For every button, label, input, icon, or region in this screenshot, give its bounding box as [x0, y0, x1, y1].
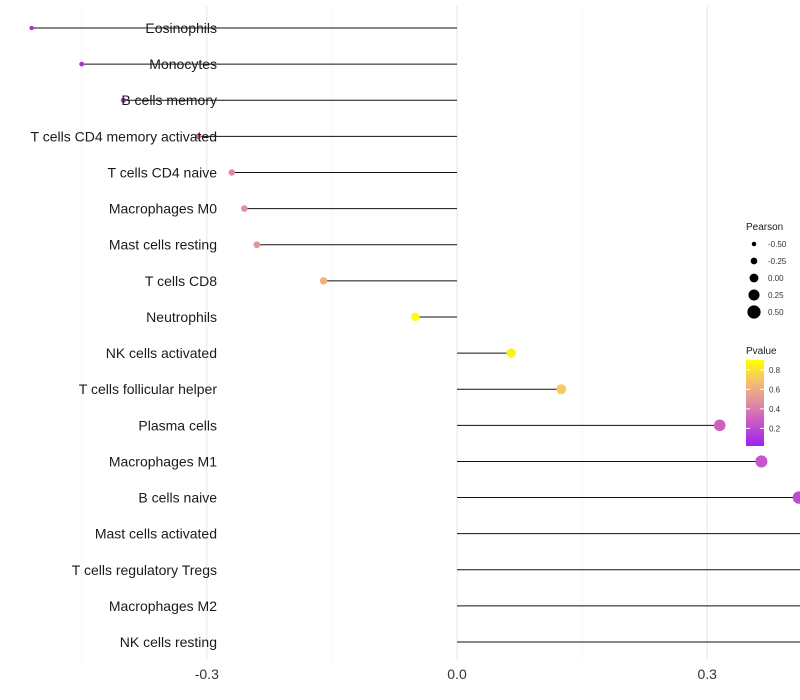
- pearson-legend-dot: [749, 273, 759, 283]
- category-label: NK cells activated: [106, 345, 217, 361]
- lollipop-dot: [79, 61, 85, 67]
- pearson-legend-label: 0.25: [768, 291, 784, 300]
- lollipop-dot: [319, 277, 328, 285]
- lollipop-dot: [713, 419, 726, 432]
- pearson-legend-label: 0.50: [768, 308, 784, 317]
- x-tick-label: 0.0: [447, 666, 467, 682]
- pearson-legend-dot: [748, 289, 760, 301]
- category-label: B cells memory: [121, 92, 217, 108]
- lollipop-dots: [29, 25, 800, 504]
- category-label: T cells CD4 memory activated: [31, 128, 217, 144]
- pearson-size-legend: Pearson -0.50 -0.25 0.00 0.25 0.50: [746, 222, 787, 319]
- pvalue-legend-label: 0.4: [769, 405, 781, 414]
- x-tick-label: 0.3: [697, 666, 717, 682]
- lollipop-dot: [556, 384, 567, 395]
- lollipop-dot: [411, 312, 420, 322]
- pearson-legend-dot: [747, 305, 761, 319]
- pvalue-legend-label: 0.2: [769, 424, 781, 433]
- category-label: T cells regulatory Tregs: [72, 562, 217, 578]
- pvalue-legend-label: 0.8: [769, 366, 781, 375]
- x-tick-labels: -0.30.00.30.6: [195, 666, 717, 682]
- pvalue-colorbar: [746, 360, 764, 446]
- lollipop-dot: [120, 97, 127, 103]
- category-label: Neutrophils: [146, 309, 217, 325]
- category-label: Plasma cells: [138, 417, 217, 433]
- category-label: B cells naive: [138, 490, 217, 506]
- lollipop-dot: [506, 348, 516, 358]
- category-label: Mast cells activated: [95, 526, 217, 542]
- category-label: T cells CD8: [145, 273, 217, 289]
- grid-lines: [81, 6, 708, 660]
- lollipop-dot: [792, 491, 800, 504]
- lollipop-dot: [253, 241, 261, 249]
- lollipop-dot: [29, 25, 34, 31]
- lollipop-dot: [755, 455, 768, 468]
- category-label: NK cells resting: [120, 634, 217, 650]
- category-label: Mast cells resting: [109, 237, 217, 253]
- category-label: Macrophages M0: [109, 201, 217, 217]
- pearson-legend-dot: [750, 257, 758, 265]
- pvalue-legend-label: 0.6: [769, 385, 781, 394]
- pvalue-color-legend: Pvalue 0.8 0.6 0.4 0.2: [746, 346, 781, 446]
- category-label: Monocytes: [149, 56, 217, 72]
- category-label: Eosinophils: [145, 20, 217, 36]
- pearson-legend-label: -0.50: [768, 240, 787, 249]
- pearson-legend-label: 0.00: [768, 274, 784, 283]
- lollipop-dot: [195, 133, 202, 140]
- category-label: T cells CD4 naive: [108, 164, 218, 180]
- lollipop-dot: [241, 205, 248, 212]
- pearson-legend-dot: [751, 241, 757, 247]
- category-label: Macrophages M1: [109, 453, 217, 469]
- pearson-legend-title: Pearson: [746, 222, 783, 233]
- category-label: T cells follicular helper: [79, 381, 218, 397]
- category-labels: Eosinophils Monocytes B cells memory T cell…: [31, 20, 218, 650]
- pearson-legend-label: -0.25: [768, 257, 787, 266]
- lollipop-stems: [31, 27, 800, 643]
- pvalue-legend-title: Pvalue: [746, 346, 777, 357]
- category-label: Macrophages M2: [109, 598, 217, 614]
- x-tick-label: -0.3: [195, 666, 219, 682]
- lollipop-dot: [228, 169, 236, 176]
